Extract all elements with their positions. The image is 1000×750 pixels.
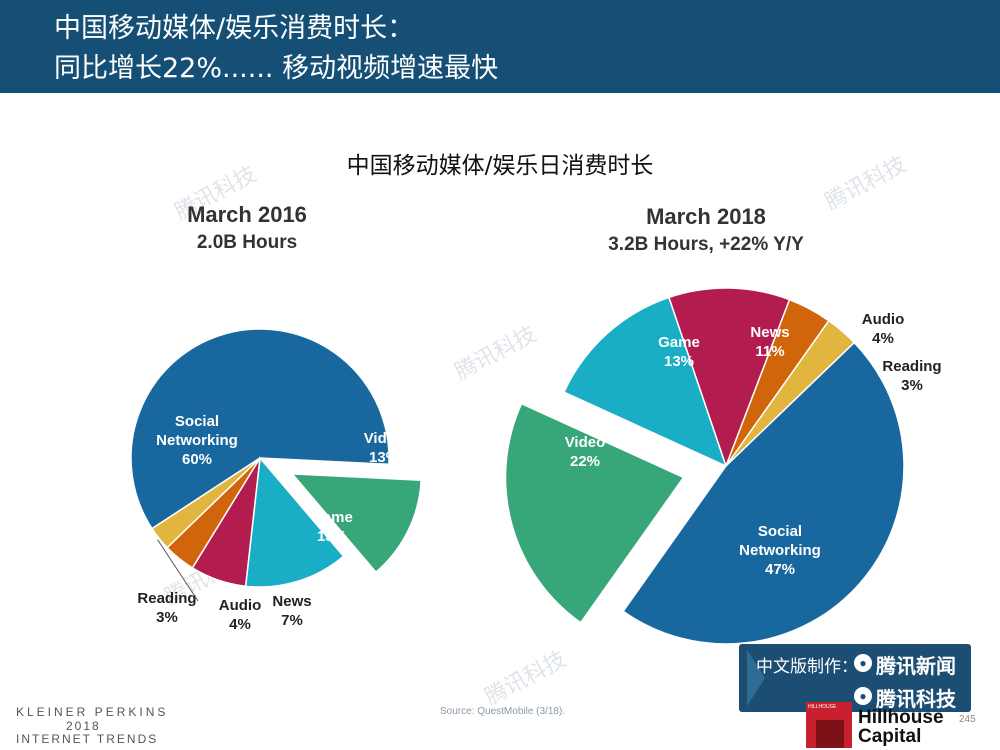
tencent-news-logo-icon: ● xyxy=(854,654,872,672)
label-audio-2018: Audio 4% xyxy=(862,311,905,347)
pie-2016: March 2016 2.0B Hours Social Networking 60% V… xyxy=(130,202,422,633)
header-bar: 中国移动媒体/娱乐消费时长： 同比增长22%...... 移动视频增速最快 xyxy=(0,0,1000,93)
slice-game-2018 xyxy=(563,296,728,468)
slice-social-networking-2016 xyxy=(130,328,390,530)
label-social-networking-2016: Social Networking 60% xyxy=(156,413,238,468)
hillhouse-logo-text: HILLHOUSE xyxy=(808,704,837,710)
slice-social-networking-2018 xyxy=(622,341,905,645)
badge-brand-tech: 腾讯科技 xyxy=(876,687,956,711)
label-reading-2018: Reading 3% xyxy=(882,358,941,394)
slice-video-2016 xyxy=(290,473,422,574)
watermark-text: 腾讯科技 xyxy=(481,647,570,710)
slice-reading-2016 xyxy=(151,457,261,549)
chart-title: 中国移动媒体/娱乐日消费时长 xyxy=(346,153,654,179)
pie-title-2016: March 2016 xyxy=(187,202,307,227)
tencent-tech-logo-icon: ● xyxy=(854,687,872,705)
pie-subtitle-2018: 3.2B Hours, +22% Y/Y xyxy=(608,234,804,255)
kleiner-perkins-logo-line3: INTERNET TRENDS xyxy=(16,732,159,746)
header-title-line1: 中国移动媒体/娱乐消费时长： xyxy=(54,13,415,44)
kleiner-perkins-logo-line1: KLEINER PERKINS xyxy=(16,705,169,719)
label-video-2016: Video 13% xyxy=(364,430,405,466)
pie-title-2018: March 2018 xyxy=(646,204,766,229)
slice-news-2018 xyxy=(667,287,791,469)
leader-line-2016 xyxy=(157,539,199,602)
label-game-2016: Game 13% xyxy=(311,509,353,545)
source-note: Source: QuestMobile (3/18). xyxy=(440,706,566,717)
watermark-text: 腾讯科技 xyxy=(821,152,910,215)
header-title-line2: 同比增长22%...... 移动视频增速最快 xyxy=(54,53,499,84)
label-news-2018: News 11% xyxy=(750,324,789,360)
label-social-networking-2018: Social Networking 47% xyxy=(739,523,821,578)
hillhouse-name-line1: Hillhouse xyxy=(858,707,944,728)
pie-2018: March 2018 3.2B Hours, +22% Y/Y Game 13% New… xyxy=(504,204,942,645)
label-video-2018: Video 22% xyxy=(565,434,606,470)
pie-subtitle-2016: 2.0B Hours xyxy=(197,232,297,253)
slice-video-2018 xyxy=(504,402,685,624)
label-reading-2016: Reading 3% xyxy=(137,590,196,626)
slice-game-2016 xyxy=(244,456,345,588)
watermark-text: 腾讯科技 xyxy=(451,322,540,385)
label-news-2016: News 7% xyxy=(272,593,311,629)
hillhouse-name-line2: Capital xyxy=(858,726,922,747)
badge-chevron-icon xyxy=(747,650,765,706)
kleiner-perkins-logo-line2: 2018 xyxy=(66,719,101,733)
page-number: 245 xyxy=(959,714,976,725)
label-audio-2016: Audio 4% xyxy=(219,597,262,633)
badge-label: 中文版制作： xyxy=(756,657,858,677)
badge-brand-news: 腾讯新闻 xyxy=(876,654,956,678)
hillhouse-logo-icon: HILLHOUSE xyxy=(806,702,852,748)
label-game-2018: Game 13% xyxy=(658,334,700,370)
